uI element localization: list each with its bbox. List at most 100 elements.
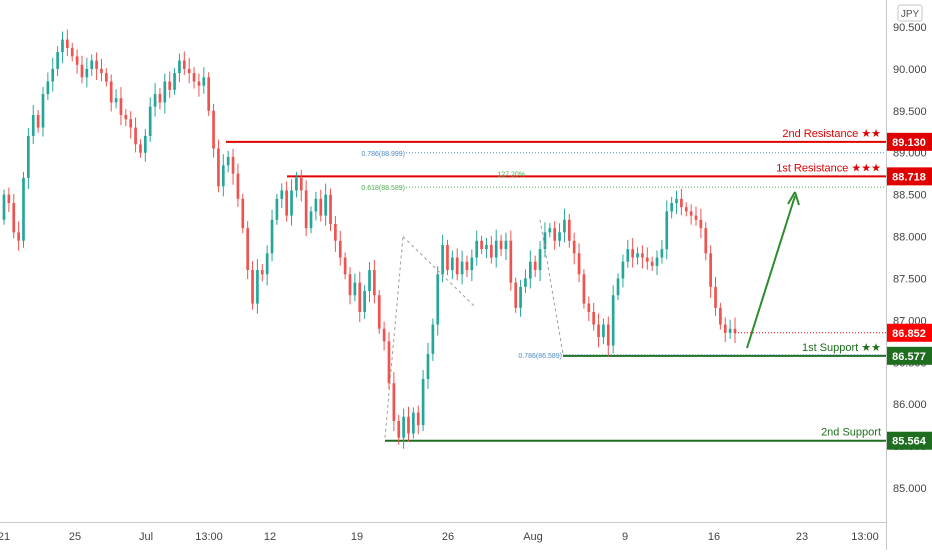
candle-body[interactable] bbox=[265, 253, 269, 275]
candle-body[interactable] bbox=[655, 257, 659, 266]
candle-body[interactable] bbox=[51, 68, 55, 82]
candle-body[interactable] bbox=[714, 286, 717, 308]
candle-body[interactable] bbox=[363, 291, 366, 312]
candle-body[interactable] bbox=[694, 215, 698, 220]
candle-body[interactable] bbox=[41, 94, 45, 128]
candle-body[interactable] bbox=[100, 68, 103, 74]
candle-body[interactable] bbox=[577, 253, 581, 275]
candle-body[interactable] bbox=[451, 257, 454, 271]
candle-body[interactable] bbox=[163, 81, 167, 103]
candle-body[interactable] bbox=[377, 295, 381, 329]
candle-body[interactable] bbox=[475, 240, 479, 258]
candle-body[interactable] bbox=[684, 207, 688, 212]
candle-body[interactable] bbox=[338, 240, 342, 258]
candle-body[interactable] bbox=[563, 219, 566, 233]
candle-body[interactable] bbox=[460, 261, 464, 275]
candle-body[interactable] bbox=[524, 278, 527, 287]
candle-body[interactable] bbox=[572, 240, 576, 254]
candle-body[interactable] bbox=[499, 240, 503, 250]
candle-body[interactable] bbox=[641, 253, 644, 258]
candle-body[interactable] bbox=[611, 295, 615, 346]
candle-body[interactable] bbox=[616, 278, 620, 296]
candle-body[interactable] bbox=[17, 232, 20, 241]
candle-body[interactable] bbox=[295, 177, 298, 191]
candle-body[interactable] bbox=[143, 135, 147, 153]
candle-body[interactable] bbox=[178, 60, 181, 74]
candle-body[interactable] bbox=[733, 328, 737, 333]
candle-body[interactable] bbox=[504, 240, 508, 250]
candle-body[interactable] bbox=[441, 244, 444, 275]
candle-body[interactable] bbox=[660, 249, 664, 258]
candle-body[interactable] bbox=[153, 94, 157, 107]
candle-body[interactable] bbox=[314, 198, 318, 212]
candle-body[interactable] bbox=[514, 282, 518, 308]
candle-body[interactable] bbox=[543, 232, 547, 250]
candle-body[interactable] bbox=[119, 98, 123, 116]
candle-body[interactable] bbox=[636, 253, 639, 258]
currency-label-box[interactable] bbox=[897, 4, 923, 22]
candle-body[interactable] bbox=[304, 190, 308, 229]
candle-body[interactable] bbox=[426, 353, 430, 380]
candle-body[interactable] bbox=[592, 311, 596, 325]
candle-body[interactable] bbox=[402, 416, 405, 438]
candle-body[interactable] bbox=[246, 228, 250, 271]
candle-body[interactable] bbox=[256, 270, 259, 304]
candle-body[interactable] bbox=[61, 39, 64, 53]
candle-body[interactable] bbox=[494, 240, 498, 258]
candle-body[interactable] bbox=[231, 156, 235, 174]
candle-body[interactable] bbox=[27, 135, 30, 178]
candle-body[interactable] bbox=[723, 324, 727, 333]
candle-body[interactable] bbox=[309, 211, 313, 229]
candle-body[interactable] bbox=[626, 249, 630, 262]
candle-body[interactable] bbox=[680, 198, 683, 208]
candle-body[interactable] bbox=[80, 64, 84, 78]
candle-body[interactable] bbox=[645, 257, 649, 262]
candle-body[interactable] bbox=[373, 270, 376, 296]
candle-body[interactable] bbox=[416, 412, 420, 426]
candle-body[interactable] bbox=[260, 270, 264, 275]
candle-body[interactable] bbox=[2, 194, 6, 220]
candle-body[interactable] bbox=[270, 219, 274, 254]
candle-body[interactable] bbox=[104, 73, 108, 82]
candle-body[interactable] bbox=[90, 60, 94, 69]
candle-body[interactable] bbox=[382, 328, 386, 342]
candle-body[interactable] bbox=[699, 219, 703, 229]
candle-body[interactable] bbox=[533, 261, 537, 271]
candle-body[interactable] bbox=[567, 219, 571, 241]
candle-body[interactable] bbox=[182, 60, 186, 69]
candle-body[interactable] bbox=[719, 307, 722, 325]
candle-body[interactable] bbox=[7, 194, 11, 204]
candle-body[interactable] bbox=[407, 416, 410, 434]
candle-body[interactable] bbox=[621, 261, 625, 279]
candle-body[interactable] bbox=[553, 228, 557, 241]
candle-body[interactable] bbox=[528, 261, 532, 279]
candle-body[interactable] bbox=[650, 261, 654, 266]
candle-body[interactable] bbox=[606, 324, 610, 346]
candle-body[interactable] bbox=[392, 383, 396, 421]
candle-body[interactable] bbox=[489, 244, 493, 258]
candle-body[interactable] bbox=[485, 244, 488, 250]
candle-body[interactable] bbox=[348, 274, 352, 296]
candle-body[interactable] bbox=[134, 127, 137, 145]
candle-body[interactable] bbox=[158, 94, 162, 103]
candle-body[interactable] bbox=[221, 165, 225, 187]
candle-body[interactable] bbox=[582, 274, 586, 304]
candle-body[interactable] bbox=[587, 303, 591, 312]
candle-body[interactable] bbox=[465, 261, 469, 271]
candle-body[interactable] bbox=[207, 77, 211, 111]
candle-body[interactable] bbox=[299, 177, 303, 191]
candle-body[interactable] bbox=[114, 98, 118, 103]
candle-body[interactable] bbox=[12, 203, 16, 233]
candle-body[interactable] bbox=[334, 223, 337, 241]
candle-body[interactable] bbox=[446, 244, 449, 271]
candle-body[interactable] bbox=[319, 198, 323, 216]
candle-body[interactable] bbox=[95, 60, 98, 69]
candle-body[interactable] bbox=[353, 282, 357, 296]
candle-body[interactable] bbox=[343, 257, 347, 275]
candle-body[interactable] bbox=[597, 324, 600, 338]
candle-body[interactable] bbox=[631, 249, 635, 258]
candle-body[interactable] bbox=[368, 270, 371, 292]
candle-body[interactable] bbox=[324, 194, 327, 216]
candle-body[interactable] bbox=[290, 190, 293, 216]
